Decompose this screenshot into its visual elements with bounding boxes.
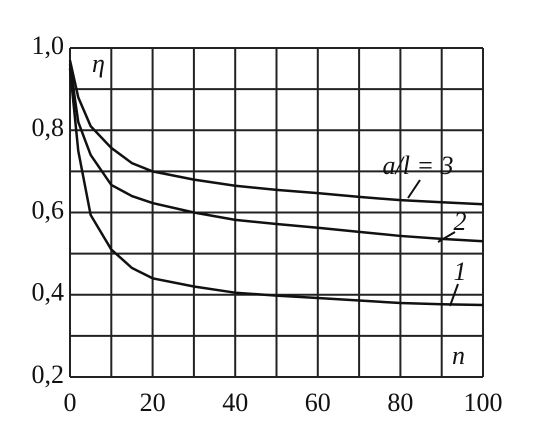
x-tick-label: 60 [305,388,331,417]
y-tick-label: 0,4 [32,278,65,307]
series-label: 1 [454,257,467,286]
series-label: 2 [454,207,467,236]
x-tick-label: 40 [222,388,248,417]
y-tick-label: 0,6 [32,195,65,224]
x-axis-label: n [452,341,465,370]
leader-line [407,179,421,199]
leader-line [449,283,459,307]
y-tick-label: 0,2 [32,360,65,389]
series-label: a/l = 3 [383,151,454,180]
x-tick-label: 80 [387,388,413,417]
y-tick-label: 0,8 [32,113,65,142]
line-series [68,68,484,307]
x-tick-label: 100 [464,388,503,417]
x-tick-label: 20 [140,388,166,417]
y-axis-label: η [92,49,105,78]
line-series [68,64,484,243]
line-series [68,60,484,206]
leader-line [437,231,456,243]
y-tick-label: 1,0 [32,31,65,60]
x-tick-label: 0 [64,388,77,417]
